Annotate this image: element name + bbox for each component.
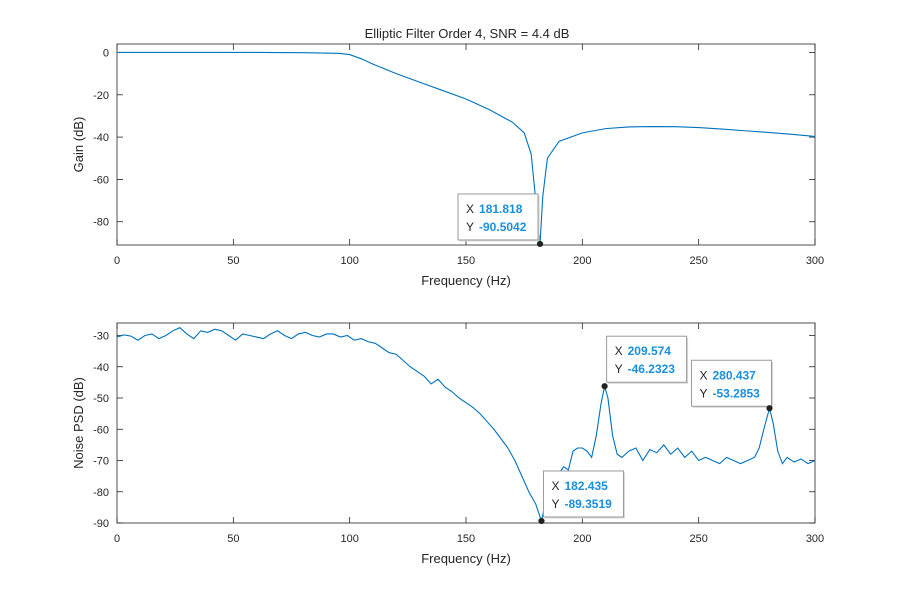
x-tick-label: 50 (227, 533, 239, 545)
datatip-x-key: X (551, 479, 559, 493)
y-tick-label: -30 (93, 331, 109, 343)
datatip-x-key: X (615, 344, 623, 358)
datatip-x-value: 209.574 (628, 344, 672, 358)
x-tick-label: 150 (457, 255, 475, 267)
datatip-x-key: X (466, 202, 474, 216)
datatip-marker[interactable] (766, 405, 773, 412)
noise-psd-axes[interactable]: 0 50 100 150 200 250 300 -30 -40 -50 -60 -70 -80 -90 F… (71, 322, 824, 566)
datatip-x-value: 182.435 (564, 479, 608, 493)
x-axis-label: Frequency (Hz) (421, 273, 511, 288)
y-axis-label: Gain (dB) (71, 117, 86, 173)
datatip-box (606, 335, 688, 383)
datatip-x-value: 181.818 (479, 202, 523, 216)
datatip-y-key: Y (551, 497, 559, 511)
datatip-y-key: Y (615, 362, 623, 376)
y-axis-label: Noise PSD (dB) (71, 377, 86, 469)
y-tick-label: -60 (93, 174, 109, 186)
datatip-y-value: -46.2323 (628, 362, 676, 376)
y-tick-label: -90 (93, 518, 109, 530)
y-tick-label: -20 (93, 90, 109, 102)
x-tick-label: 100 (340, 533, 358, 545)
y-tick-label: -70 (93, 456, 109, 468)
datatip-x-key: X (699, 368, 707, 382)
x-axis-label: Frequency (Hz) (421, 551, 511, 566)
datatip-y-value: -89.3519 (564, 497, 612, 511)
figure-title: Elliptic Filter Order 4, SNR = 4.4 dB (365, 26, 570, 41)
datatip[interactable]: X 280.437 Y -53.2853 (690, 359, 773, 412)
datatip-marker[interactable] (538, 517, 545, 525)
series-line (117, 51, 815, 245)
datatip-box (542, 470, 624, 518)
datatip-marker[interactable] (601, 383, 608, 390)
y-tick-label: -60 (93, 424, 109, 436)
datatip[interactable]: X 209.574 Y -46.2323 (601, 335, 689, 390)
datatip-box (690, 359, 772, 407)
y-tick-label: -40 (93, 362, 109, 374)
datatip-y-key: Y (699, 386, 707, 400)
datatip[interactable]: X 182.435 Y -89.3519 (538, 470, 625, 525)
x-tick-label: 0 (114, 533, 120, 545)
series-line (117, 327, 815, 523)
y-tick-label: -40 (93, 132, 109, 144)
x-tick-label: 250 (689, 255, 707, 267)
x-tick-label: 0 (114, 255, 120, 267)
gain-axes[interactable]: 0 50 100 150 200 250 300 0 -20 -40 -60 -80 Frequency… (71, 43, 824, 288)
datatip-marker[interactable] (536, 240, 544, 248)
datatip[interactable]: X 181.818 Y -90.5042 (457, 193, 544, 248)
x-tick-label: 200 (573, 255, 591, 267)
x-tick-label: 250 (689, 533, 707, 545)
plot-area (116, 322, 816, 524)
y-tick-label: -80 (93, 487, 109, 499)
datatip-x-value: 280.437 (712, 368, 756, 382)
x-tick-label: 50 (227, 255, 239, 267)
datatip-box (457, 193, 539, 241)
x-tick-label: 100 (340, 255, 358, 267)
datatip-y-value: -53.2853 (712, 386, 760, 400)
x-tick-label: 150 (457, 533, 475, 545)
x-tick-label: 200 (573, 533, 591, 545)
y-tick-label: -50 (93, 393, 109, 405)
datatip-y-value: -90.5042 (479, 220, 527, 234)
x-tick-label: 300 (806, 255, 824, 267)
x-tick-label: 300 (806, 533, 824, 545)
y-tick-label: -80 (93, 217, 109, 229)
datatip-y-key: Y (466, 220, 474, 234)
y-tick-label: 0 (103, 47, 109, 59)
